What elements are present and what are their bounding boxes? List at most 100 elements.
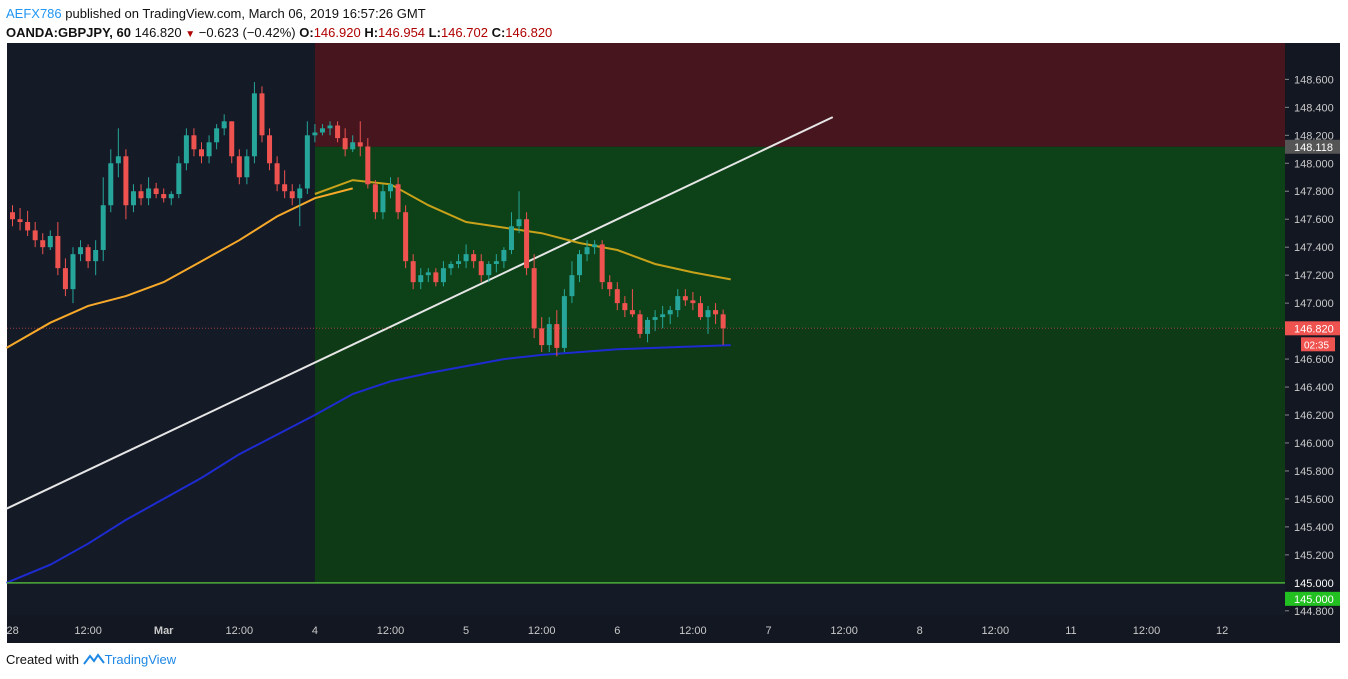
candle: [17, 208, 23, 231]
candle: [100, 177, 106, 262]
entry-price-tag-background: [1285, 139, 1340, 154]
candle-body: [456, 261, 462, 264]
candle-body: [274, 163, 280, 185]
candle-body: [380, 191, 386, 213]
candle-body: [592, 244, 598, 248]
candle-body: [652, 317, 658, 320]
last-price-tag: 146.820: [1294, 323, 1334, 335]
candle: [388, 177, 393, 199]
candle: [637, 310, 643, 339]
candle-body: [395, 184, 401, 213]
candle: [267, 128, 273, 171]
candle-body: [289, 191, 295, 199]
candle: [365, 138, 371, 189]
author-link[interactable]: AEFX786: [6, 6, 62, 21]
candle: [471, 249, 477, 269]
candle-body: [214, 128, 220, 143]
candle-body: [577, 254, 582, 276]
candle: [335, 121, 341, 143]
candle: [85, 244, 91, 269]
candle: [214, 124, 220, 150]
candle-body: [675, 296, 681, 311]
candle: [146, 177, 152, 206]
ohlc-line: OANDA:GBPJPY, 60 146.820 ▼ −0.623 (−0.42…: [6, 23, 552, 44]
candle: [78, 240, 84, 262]
price-tick-label: 147.800: [1294, 186, 1334, 198]
time-tick-label: 12:00: [528, 625, 556, 637]
candle: [357, 121, 363, 157]
candle: [592, 240, 598, 255]
candle: [32, 222, 38, 248]
candle-body: [85, 247, 91, 262]
candle: [199, 142, 204, 164]
candle: [516, 191, 522, 234]
candle: [614, 282, 620, 311]
time-tick-label: 28: [7, 625, 19, 637]
moving-average-3: [6, 344, 731, 584]
time-axis: 28 12:00 Mar 12:00 4 12:00 5 12:00 6 12:00 7 12:00 8…: [7, 615, 1340, 643]
candle: [176, 156, 182, 199]
candle: [577, 249, 582, 283]
candle: [191, 128, 197, 157]
trendline-layer: [6, 116, 834, 510]
candle: [410, 254, 416, 290]
candle: [456, 254, 462, 269]
candle: [440, 261, 446, 287]
publisher-line: AEFX786 published on TradingView.com, Ma…: [6, 4, 552, 23]
level-lines: [7, 327, 1285, 584]
moving-average-1: [6, 187, 353, 349]
time-tick-label: Mar: [154, 625, 174, 637]
candle: [274, 156, 280, 192]
time-tick-label: 12: [1216, 625, 1228, 637]
candle-body: [508, 226, 514, 250]
candle-body: [569, 275, 575, 297]
high-value: 146.954: [378, 25, 426, 40]
candle-body: [629, 310, 635, 315]
candle: [705, 305, 711, 334]
candle-body: [357, 142, 363, 147]
candle: [138, 184, 144, 206]
candle-body: [388, 184, 393, 192]
candle-body: [660, 314, 666, 318]
price-tick-label: 145.200: [1294, 550, 1334, 562]
candle-body: [282, 184, 288, 192]
candle-body: [410, 261, 416, 283]
candle-body: [244, 156, 250, 178]
candle: [569, 261, 575, 304]
time-tick-label: 12:00: [74, 625, 102, 637]
candle-body: [236, 156, 242, 178]
candle: [675, 289, 681, 318]
candle-body: [350, 142, 356, 150]
target-price-tag-2: 145.000: [1294, 594, 1334, 606]
candle: [501, 247, 507, 269]
candle-body: [108, 163, 114, 206]
candle: [115, 128, 121, 178]
candle-body: [267, 135, 273, 164]
tradingview-logo-icon: [82, 652, 105, 667]
candle-body: [645, 319, 651, 334]
candle-body: [206, 142, 212, 157]
time-tick-label: 7: [765, 625, 771, 637]
candle: [221, 114, 227, 136]
candle: [433, 268, 439, 287]
candle-body: [40, 240, 46, 248]
candle-body: [690, 300, 696, 304]
candle: [206, 135, 212, 164]
time-axis-background: [7, 615, 1340, 643]
candle-body: [433, 272, 439, 283]
tradingview-link[interactable]: TradingView: [104, 652, 177, 667]
candle: [554, 310, 560, 357]
low-value: 146.702: [440, 25, 488, 40]
candle-body: [199, 149, 204, 157]
candle-body: [637, 314, 643, 334]
candle: [282, 170, 288, 199]
candle: [493, 254, 499, 273]
candle: [561, 289, 567, 353]
candle: [599, 240, 605, 290]
low-label: L:: [428, 25, 441, 40]
candle: [380, 184, 386, 220]
candle-body: [221, 121, 227, 129]
candle: [546, 317, 552, 353]
candle: [62, 258, 68, 297]
